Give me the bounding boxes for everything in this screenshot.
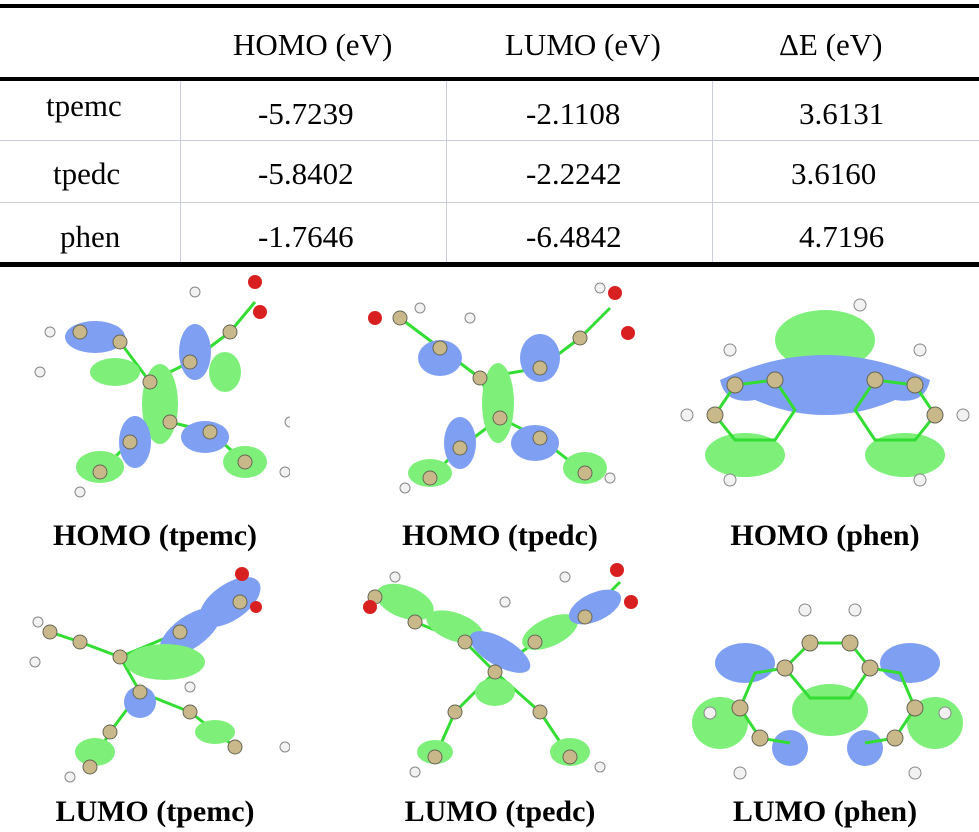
header-homo: HOMO (eV) — [233, 27, 393, 62]
cell-lumo: -2.2242 — [526, 156, 622, 191]
lumo-phen-orbital — [692, 603, 963, 780]
row-label-tpemc: tpemc — [46, 88, 122, 123]
homo-tpedc-orbital — [368, 282, 635, 494]
row-divider — [0, 140, 979, 141]
table-bottom-rule — [0, 262, 979, 267]
homo-tpemc-orbital — [34, 275, 290, 498]
cell-gap: 4.7196 — [799, 219, 885, 254]
caption-lumo-tpedc: LUMO (tpedc) — [404, 795, 596, 828]
lumo-tpemc-orbital — [29, 567, 290, 783]
cell-lumo: -6.4842 — [526, 219, 622, 254]
cell-homo: -1.7646 — [258, 219, 354, 254]
cell-lumo: -2.1108 — [526, 96, 621, 131]
caption-homo-tpemc: HOMO (tpemc) — [52, 519, 258, 552]
cell-gap: 3.6160 — [791, 156, 877, 191]
header-lumo: LUMO (eV) — [505, 27, 661, 62]
column-divider — [712, 81, 713, 262]
caption-lumo-tpemc: LUMO (tpemc) — [55, 795, 255, 828]
lumo-tpedc-orbital — [363, 563, 638, 778]
caption-homo-phen: HOMO (phen) — [730, 519, 920, 552]
table-top-rule — [0, 4, 979, 8]
cell-gap: 3.6131 — [799, 96, 885, 131]
column-divider — [446, 81, 447, 262]
column-divider — [180, 81, 181, 262]
table-header-rule — [0, 77, 979, 81]
row-divider — [0, 202, 979, 203]
homo-phen-orbital — [680, 298, 970, 487]
energy-table: HOMO (eV) LUMO (eV) ΔE (eV) tpemc -5.723… — [0, 0, 979, 268]
header-gap: ΔE (eV) — [779, 27, 883, 62]
cell-homo: -5.8402 — [258, 156, 354, 191]
caption-lumo-phen: LUMO (phen) — [732, 795, 918, 828]
caption-homo-tpedc: HOMO (tpedc) — [402, 519, 598, 552]
cell-homo: -5.7239 — [258, 96, 354, 131]
row-label-phen: phen — [60, 219, 121, 254]
row-label-tpedc: tpedc — [53, 156, 121, 191]
